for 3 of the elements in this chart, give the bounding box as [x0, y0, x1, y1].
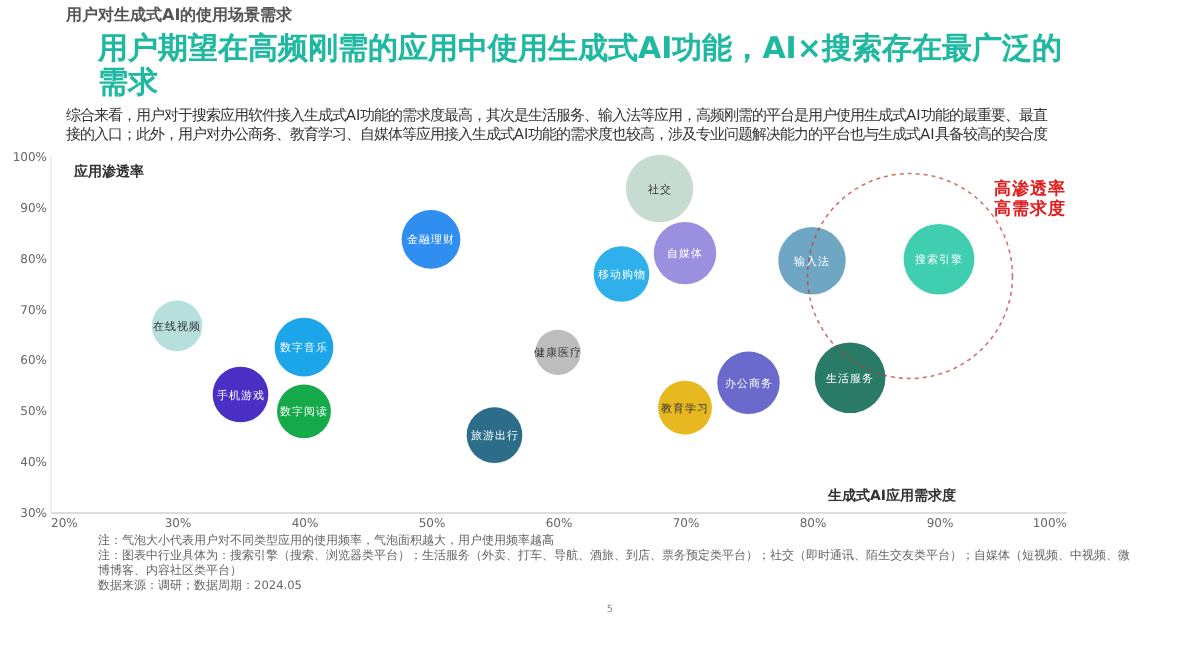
annotation: 高渗透率高需求度: [994, 178, 1066, 220]
text: 用户对生成式AI的使用场景需求: [64, 6, 295, 24]
chart-title: 用户期望在高频刚需的应用中使用生成式AI功能，AI×搜索存在最广泛的需求: [96, 30, 1062, 100]
